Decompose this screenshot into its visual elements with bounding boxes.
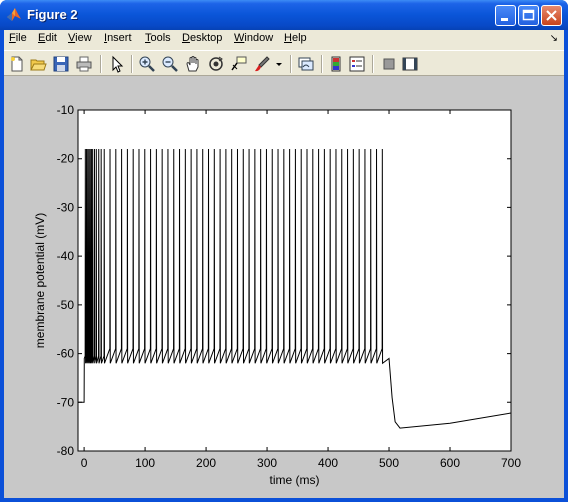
window-client: File Edit View Insert Tools Desktop Wind… [4,30,564,498]
link-plot-icon[interactable] [297,55,315,73]
x-tick-label: 600 [440,456,460,470]
matlab-logo-icon [7,8,21,21]
minimize-button[interactable] [495,5,516,26]
new-figure-icon[interactable] [8,55,26,73]
colorbar-icon[interactable] [327,55,345,73]
x-tick-label: 500 [379,456,399,470]
title-bar[interactable]: Figure 2 [0,0,568,30]
menu-view[interactable]: View [68,32,92,44]
x-tick-label: 700 [501,456,521,470]
y-tick-label: -50 [57,298,75,312]
toolbar-separator [100,55,102,73]
figure-canvas: 0 100 200 300 400 500 600 700 -80 -70 -60 -50 -40 -30… [4,76,564,498]
y-tick-label: -40 [57,249,75,263]
menu-desktop[interactable]: Desktop [182,32,223,44]
menu-file[interactable]: File [9,32,27,44]
print-icon[interactable] [75,55,93,73]
x-tick-label: 0 [81,456,88,470]
data-cursor-icon[interactable] [230,55,248,73]
menu-tools[interactable]: Tools [145,32,171,44]
close-button[interactable] [541,5,562,26]
axes-background[interactable] [78,110,511,451]
menu-help[interactable]: Help [284,32,307,44]
menu-edit[interactable]: Edit [38,32,57,44]
figure-toolbar [4,50,564,76]
y-tick-label: -30 [57,200,75,214]
close-icon [546,10,557,21]
x-tick-label: 200 [196,456,216,470]
y-tick-label: -20 [57,152,75,166]
menu-bar: File Edit View Insert Tools Desktop Wind… [4,30,564,49]
dock-arrow-icon[interactable]: ↘ [549,33,558,44]
x-tick-label: 300 [257,456,277,470]
toolbar-separator [321,55,323,73]
show-plot-tools-icon[interactable] [401,55,419,73]
series-line-membrane-potential [78,148,512,429]
save-icon[interactable] [52,55,70,73]
membrane-potential-plot[interactable]: 0 100 200 300 400 500 600 700 -80 -70 -60 -50 -40 -30… [4,76,564,498]
x-axis-label: time (ms) [270,473,320,487]
y-tick-label: -80 [57,444,75,458]
y-tick-label: -60 [57,347,75,361]
maximize-icon [522,9,535,21]
brush-dropdown-icon[interactable] [274,55,284,73]
hide-plot-tools-icon[interactable] [380,55,398,73]
open-file-icon[interactable] [29,55,47,73]
x-tick-label: 400 [318,456,338,470]
x-tick-label: 100 [135,456,155,470]
y-axis-label: membrane potential (mV) [33,213,47,348]
zoom-in-icon[interactable] [138,55,156,73]
menu-insert[interactable]: Insert [104,32,132,44]
maximize-button[interactable] [518,5,539,26]
pan-hand-icon[interactable] [184,55,202,73]
y-tick-label: -10 [57,103,75,117]
zoom-out-icon[interactable] [161,55,179,73]
rotate-3d-icon[interactable] [207,55,225,73]
brush-icon[interactable] [253,55,271,73]
toolbar-separator [372,55,374,73]
toolbar-separator [290,55,292,73]
menu-window[interactable]: Window [234,32,274,44]
minimize-icon [501,18,508,21]
window-title: Figure 2 [27,7,78,22]
select-arrow-icon[interactable] [108,55,126,73]
toolbar-separator [131,55,133,73]
y-tick-label: -70 [57,395,75,409]
axes-frame [77,109,512,452]
legend-icon[interactable] [348,55,366,73]
